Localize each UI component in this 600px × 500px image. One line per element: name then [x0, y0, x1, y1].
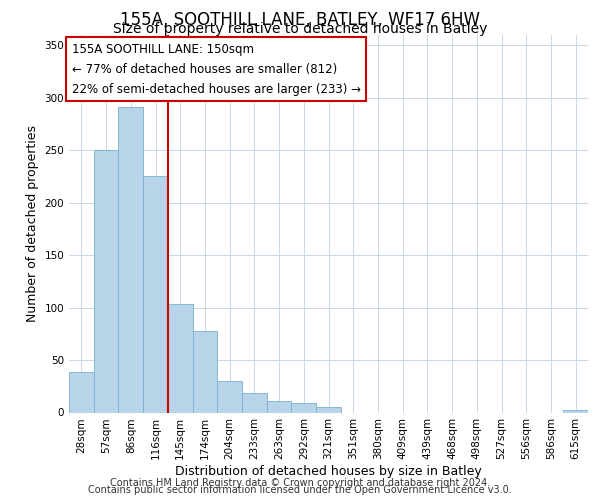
Bar: [217, 381, 242, 412]
Text: Size of property relative to detached houses in Batley: Size of property relative to detached ho…: [113, 22, 487, 36]
Bar: [316, 408, 341, 412]
Bar: [69, 372, 94, 412]
Y-axis label: Number of detached properties: Number of detached properties: [26, 125, 39, 322]
Bar: [94, 150, 118, 412]
Bar: [267, 401, 292, 412]
Text: 155A SOOTHILL LANE: 150sqm
← 77% of detached houses are smaller (812)
22% of sem: 155A SOOTHILL LANE: 150sqm ← 77% of deta…: [71, 42, 361, 96]
Bar: [292, 403, 316, 412]
X-axis label: Distribution of detached houses by size in Batley: Distribution of detached houses by size …: [175, 465, 482, 478]
Bar: [563, 410, 588, 412]
Bar: [143, 176, 168, 412]
Bar: [242, 392, 267, 412]
Bar: [118, 108, 143, 412]
Bar: [193, 330, 217, 412]
Text: Contains HM Land Registry data © Crown copyright and database right 2024.: Contains HM Land Registry data © Crown c…: [110, 478, 490, 488]
Text: Contains public sector information licensed under the Open Government Licence v3: Contains public sector information licen…: [88, 485, 512, 495]
Text: 155A, SOOTHILL LANE, BATLEY, WF17 6HW: 155A, SOOTHILL LANE, BATLEY, WF17 6HW: [120, 11, 480, 29]
Bar: [168, 304, 193, 412]
